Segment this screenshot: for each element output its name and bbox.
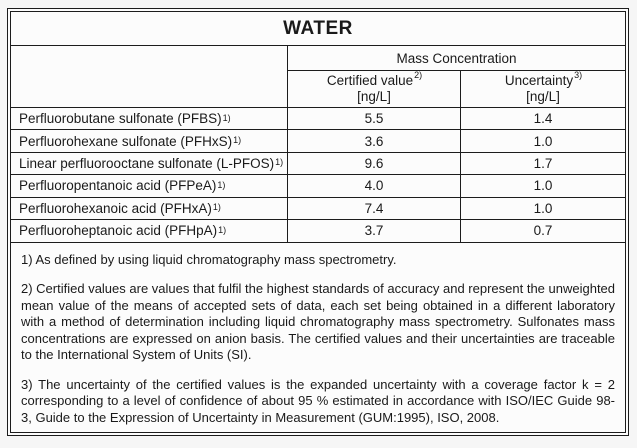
- table-row: Perfluorohexanoic acid (PFHxA) 1) 7.4 1.0: [11, 197, 625, 221]
- column-header-certified-value: Certified value2) [ng/L]: [288, 71, 461, 107]
- analyte-cell: Perfluorobutane sulfonate (PFBS) 1): [11, 107, 288, 130]
- analyte-cell: Perfluoroheptanoic acid (PFHpA) 1): [11, 220, 288, 242]
- table-row: Perfluoroheptanoic acid (PFHpA) 1) 3.7 0.…: [11, 220, 625, 243]
- certified-value-cell: 5.5: [288, 107, 461, 130]
- analyte-cell: Perfluorohexane sulfonate (PFHxS) 1): [11, 130, 288, 152]
- group-header-mass-concentration: Mass Concentration: [288, 46, 625, 72]
- certified-value-cell: 7.4: [288, 197, 461, 220]
- certificate-table-frame: WATER Mass Concentration Certified value…: [7, 8, 629, 436]
- footnote-3: 3) The uncertainty of the certified valu…: [21, 376, 615, 425]
- uncertainty-cell: 1.0: [533, 133, 553, 149]
- footnote-ref-3: 3): [574, 70, 583, 81]
- uncertainty-cell: 1.0: [533, 178, 553, 194]
- table-row: Perfluoropentanoic acid (PFPeA) 1) 4.0 1.…: [11, 175, 625, 198]
- certified-value-cell: 4.0: [288, 175, 461, 197]
- footnote-2: 2) Certified values are values that fulf…: [21, 281, 616, 363]
- certified-value-cell: 3.7: [288, 220, 461, 242]
- certified-value-cell: 9.6: [288, 152, 461, 175]
- footnote-ref-2: 2): [414, 70, 423, 81]
- uncertainty-cell: 1.4: [533, 111, 553, 127]
- column-header-label: Uncertainty3): [504, 70, 583, 88]
- page-title: WATER: [283, 17, 353, 39]
- uncertainty-cell: 1.7: [533, 155, 553, 171]
- table-header: Mass Concentration Certified value2) [ng…: [11, 46, 625, 108]
- table-title-row: WATER: [11, 12, 625, 47]
- empty-corner-cell: [11, 46, 288, 107]
- table-row: Linear perfluorooctane sulfonate (L-PFOS…: [11, 152, 625, 176]
- analyte-cell: Perfluoropentanoic acid (PFPeA) 1): [11, 175, 288, 197]
- footnotes-section: 1) As defined by using liquid chromatogr…: [11, 243, 625, 433]
- table-row: Perfluorohexane sulfonate (PFHxS) 1) 3.6 …: [11, 130, 625, 153]
- column-header-uncertainty: Uncertainty3) [ng/L]: [461, 71, 625, 107]
- analyte-cell: Perfluorohexanoic acid (PFHxA) 1): [11, 197, 288, 220]
- column-header-label: Certified value2): [326, 70, 423, 88]
- uncertainty-cell: 1.0: [533, 200, 553, 216]
- uncertainty-cell: 0.7: [533, 223, 553, 239]
- footnote-1: 1) As defined by using liquid chromatogr…: [21, 251, 397, 267]
- column-header-unit: [ng/L]: [357, 88, 391, 104]
- analyte-cell: Linear perfluorooctane sulfonate (L-PFOS…: [11, 152, 288, 175]
- table-row: Perfluorobutane sulfonate (PFBS) 1) 5.5 1…: [11, 107, 625, 131]
- column-header-unit: [ng/L]: [526, 88, 560, 104]
- certified-value-cell: 3.6: [288, 130, 461, 152]
